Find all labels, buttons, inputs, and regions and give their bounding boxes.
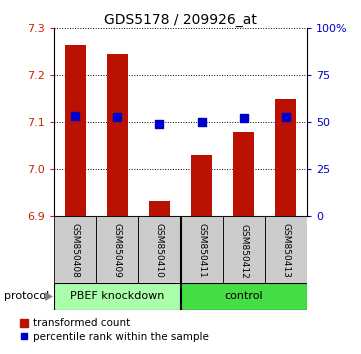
Point [241,115,247,121]
Text: control: control [225,291,263,302]
Bar [275,99,296,216]
Text: PBEF knockdown: PBEF knockdown [70,291,165,302]
Bar [65,45,86,216]
Point [114,114,120,119]
Legend: transformed count, percentile rank within the sample: transformed count, percentile rank withi… [19,319,209,342]
Bar [96,216,138,283]
Bar [54,283,180,310]
Bar [138,216,180,283]
Bar [191,155,212,216]
Text: GSM850408: GSM850408 [71,223,80,278]
Text: GSM850410: GSM850410 [155,223,164,278]
Bar [54,216,96,283]
Point [199,119,204,125]
Title: GDS5178 / 209926_at: GDS5178 / 209926_at [104,13,257,27]
Text: GSM850411: GSM850411 [197,223,206,278]
Point [283,115,289,120]
Text: GSM850409: GSM850409 [113,223,122,278]
Point [157,122,162,127]
Bar [265,216,307,283]
Bar [149,201,170,216]
Point [72,113,78,119]
Text: GSM850413: GSM850413 [281,223,290,278]
Text: protocol: protocol [4,291,49,302]
Bar [233,131,254,216]
Bar [180,283,307,310]
Text: GSM850412: GSM850412 [239,223,248,278]
Bar [107,54,128,216]
Bar [223,216,265,283]
Bar [180,216,223,283]
